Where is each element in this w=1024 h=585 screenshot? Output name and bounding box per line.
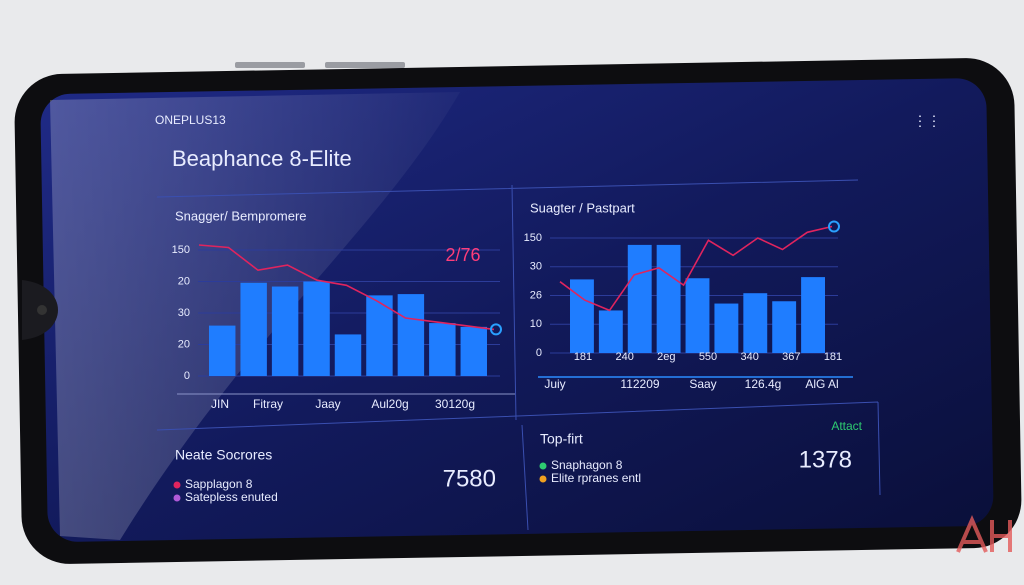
y-tick-label: 30 — [530, 261, 542, 273]
score-label: Top-firt — [540, 431, 583, 447]
y-tick-label: 0 — [184, 370, 190, 382]
bar-label: 181 — [574, 351, 592, 363]
bar — [772, 301, 797, 353]
x-tick-label: JIN — [211, 397, 229, 411]
panel-label: Suagter / Pastpart — [530, 200, 635, 215]
legend-dot — [173, 481, 181, 489]
bar — [801, 277, 825, 353]
x-tick-label: 30120g — [435, 397, 475, 411]
y-tick-label: 150 — [524, 232, 542, 244]
legend-label: Satepless enuted — [185, 490, 278, 504]
bar — [366, 295, 393, 376]
bar — [271, 286, 299, 376]
legend-label: Sapplagon 8 — [185, 477, 253, 491]
bar-label: 181 — [824, 351, 842, 363]
bar — [598, 310, 623, 353]
power-button — [325, 62, 405, 68]
legend-dot — [173, 494, 181, 502]
bar — [714, 303, 739, 353]
x-tick-label: Saay — [689, 377, 716, 391]
bar — [303, 281, 330, 376]
y-tick-label: 150 — [172, 244, 190, 256]
x-tick-label: 112209 — [620, 377, 659, 391]
x-tick-label: Jaay — [315, 397, 340, 411]
app-title: Beaphance 8-Elite — [172, 146, 352, 171]
trend-line — [198, 244, 495, 331]
legend-dot — [539, 475, 547, 483]
panel-label: Snagger/ Bempromere — [175, 208, 307, 223]
bar-label: 550 — [699, 351, 717, 363]
bar — [570, 279, 594, 353]
x-tick-label: AlG Al — [805, 377, 838, 391]
bar-label: 240 — [615, 351, 633, 363]
bar — [460, 326, 487, 376]
watermark — [956, 515, 1012, 553]
x-tick-label: 126.4g — [745, 377, 782, 391]
bar — [334, 334, 362, 376]
bar — [627, 244, 652, 353]
score-value: 1378 — [799, 446, 852, 473]
bar — [656, 244, 681, 353]
bar — [209, 325, 236, 376]
bar-label: 367 — [782, 351, 800, 363]
device-name: ONEPLUS13 — [155, 113, 226, 127]
bar — [240, 282, 267, 376]
y-tick-label: 20 — [178, 338, 190, 350]
y-tick-label: 30 — [178, 307, 190, 319]
bar-label: 340 — [740, 351, 758, 363]
y-tick-label: 26 — [530, 289, 542, 301]
y-tick-label: 10 — [530, 318, 542, 330]
trend-end — [490, 323, 502, 336]
bar — [685, 278, 710, 353]
trend-end — [828, 220, 840, 233]
menu-icon[interactable]: ⋮⋮ — [913, 113, 941, 129]
app-ui: ONEPLUS13 Beaphance 8-Elite ⋮⋮ — [155, 113, 941, 531]
annotation: 2/76 — [445, 245, 480, 265]
score-label: Neate Socrores — [175, 447, 272, 463]
legend-label: Snaphagon 8 — [551, 458, 623, 472]
x-tick-label: Fitray — [253, 397, 283, 411]
panel-borders — [156, 179, 881, 531]
legend-dot — [539, 462, 547, 470]
legend-label: Elite rpranes entl — [551, 471, 641, 485]
volume-button — [235, 62, 305, 68]
bar-label: 2eg — [657, 351, 675, 363]
x-tick-label: Juiy — [544, 377, 565, 391]
x-tick-label: Aul20g — [371, 397, 408, 411]
trend-line — [559, 225, 833, 312]
badge: Attact — [831, 419, 862, 433]
camera — [37, 305, 47, 315]
y-tick-label: 0 — [536, 347, 542, 359]
bar — [429, 323, 456, 376]
score-value: 7580 — [443, 465, 496, 492]
bar — [743, 293, 768, 353]
bar — [397, 294, 425, 376]
y-tick-label: 20 — [178, 275, 190, 287]
